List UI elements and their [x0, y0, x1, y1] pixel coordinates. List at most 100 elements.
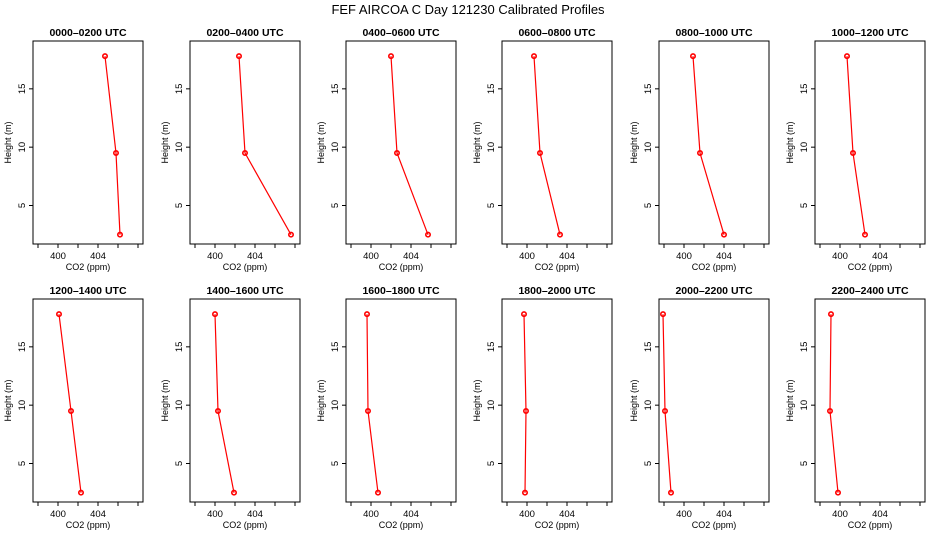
plot-frame	[814, 40, 926, 245]
profile-point	[68, 407, 75, 414]
y-tick-label: 5	[643, 461, 654, 466]
y-tick-label: 10	[799, 400, 810, 411]
profile-point	[215, 407, 222, 414]
profile-point	[696, 150, 703, 157]
y-tick-label: 15	[643, 342, 654, 353]
x-tick-label: 400	[50, 509, 66, 520]
x-axis-label: CO2 (ppm)	[848, 262, 893, 272]
x-axis-label: CO2 (ppm)	[379, 520, 424, 530]
profile-point	[849, 150, 856, 157]
x-axis-label: CO2 (ppm)	[535, 262, 580, 272]
profile-point	[861, 231, 868, 238]
x-tick-label: 400	[207, 251, 223, 262]
x-tick-label: 400	[207, 509, 223, 520]
plot-frame	[345, 298, 457, 503]
x-axis-label: CO2 (ppm)	[66, 520, 111, 530]
x-tick-label: 400	[676, 251, 692, 262]
panel-title: 1600–1800 UTC	[362, 285, 439, 297]
plot-frame	[658, 298, 770, 503]
profile-line	[238, 56, 292, 235]
x-tick-label: 404	[90, 509, 106, 520]
x-tick-label: 404	[247, 509, 263, 520]
y-axis-label: Height (m)	[785, 379, 795, 421]
y-tick-label: 15	[643, 84, 654, 95]
y-tick-label: 5	[17, 203, 28, 208]
y-axis-label: Height (m)	[160, 379, 170, 421]
profile-point	[102, 53, 109, 60]
figure-title: FEF AIRCOA C Day 121230 Calibrated Profi…	[331, 2, 605, 17]
y-tick-label: 15	[174, 84, 185, 95]
profile-point	[827, 311, 834, 318]
x-tick-label: 404	[90, 251, 106, 262]
y-tick-label: 5	[17, 461, 28, 466]
x-tick-label: 400	[832, 509, 848, 520]
profile-point	[720, 231, 727, 238]
profile-point	[667, 489, 674, 496]
panel-title: 0000–0200 UTC	[49, 27, 126, 39]
x-tick-label: 404	[716, 251, 732, 262]
plot-frame	[501, 40, 613, 245]
y-axis-label: Height (m)	[472, 121, 482, 163]
profile-line	[104, 56, 121, 235]
y-tick-label: 10	[174, 400, 185, 411]
plot-frame	[658, 40, 770, 245]
y-tick-label: 15	[486, 84, 497, 95]
y-axis-label: Height (m)	[316, 121, 326, 163]
plot-frame	[345, 40, 457, 245]
plot-frame	[814, 298, 926, 503]
x-tick-label: 404	[403, 251, 419, 262]
profile-point	[536, 150, 543, 157]
x-tick-label: 400	[50, 251, 66, 262]
panel-title: 0600–0800 UTC	[518, 27, 595, 39]
x-axis-label: CO2 (ppm)	[66, 262, 111, 272]
profile-point	[287, 231, 294, 238]
y-tick-label: 15	[17, 342, 28, 353]
panel-title: 1400–1600 UTC	[206, 285, 283, 297]
y-tick-label: 10	[486, 400, 497, 411]
x-tick-label: 404	[872, 509, 888, 520]
y-tick-label: 10	[17, 400, 28, 411]
profile-line	[58, 314, 82, 493]
y-tick-label: 5	[174, 203, 185, 208]
panel-title: 0200–0400 UTC	[206, 27, 283, 39]
profile-point	[117, 231, 124, 238]
plot-frame	[189, 298, 301, 503]
y-tick-label: 10	[643, 400, 654, 411]
panel-title: 2200–2400 UTC	[831, 285, 908, 297]
profile-point	[393, 150, 400, 157]
y-tick-label: 5	[330, 203, 341, 208]
profile-point	[826, 407, 833, 414]
profile-line	[214, 314, 235, 493]
y-tick-label: 15	[486, 342, 497, 353]
panel-title: 0800–1000 UTC	[675, 27, 752, 39]
profile-line	[390, 56, 429, 235]
profile-point	[522, 407, 529, 414]
profile-point	[843, 53, 850, 60]
panel-title: 2000–2200 UTC	[675, 285, 752, 297]
y-axis-label: Height (m)	[316, 379, 326, 421]
profile-point	[661, 407, 668, 414]
profile-point	[520, 311, 527, 318]
profile-point	[212, 311, 219, 318]
plot-frame	[32, 40, 144, 245]
x-tick-label: 400	[832, 251, 848, 262]
y-tick-label: 15	[174, 342, 185, 353]
x-tick-label: 404	[247, 251, 263, 262]
panel-title: 1000–1200 UTC	[831, 27, 908, 39]
x-tick-label: 400	[519, 251, 535, 262]
panel-title: 0400–0600 UTC	[362, 27, 439, 39]
y-tick-label: 10	[330, 142, 341, 153]
x-tick-label: 400	[519, 509, 535, 520]
profile-point	[424, 231, 431, 238]
profile-point	[242, 150, 249, 157]
y-tick-label: 15	[17, 84, 28, 95]
y-tick-label: 5	[486, 461, 497, 466]
x-axis-label: CO2 (ppm)	[223, 262, 268, 272]
